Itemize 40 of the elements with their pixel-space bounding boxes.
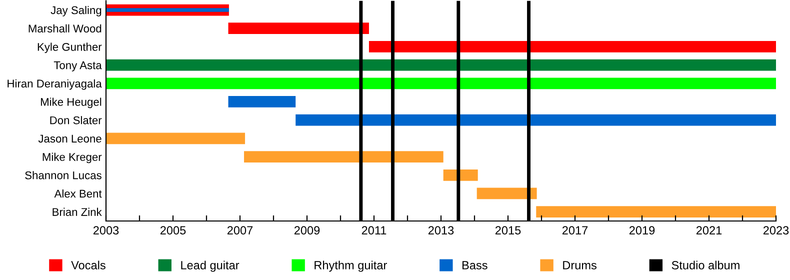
bar <box>106 78 776 90</box>
x-tick-label: 2023 <box>763 226 789 235</box>
y-tick-label: Shannon Lucas <box>25 171 102 180</box>
bar <box>368 41 776 52</box>
y-tick-label: Jay Saling <box>50 6 102 16</box>
y-tick-label: Tony Asta <box>54 61 102 72</box>
bar <box>296 114 776 126</box>
y-tick-label: Jason Leone <box>38 134 102 143</box>
y-tick-label: Mike Kreger <box>42 152 102 164</box>
bar <box>228 22 369 34</box>
legend-label: Vocals <box>71 260 106 270</box>
legend-label: Bass <box>462 261 488 270</box>
y-tick-label: Mike Heugel <box>40 98 102 108</box>
bar <box>536 206 776 218</box>
y-tick-label: Hiran Deraniyagala <box>8 79 102 90</box>
y-tick-label: Alex Bent <box>54 189 102 198</box>
legend-label: Drums <box>563 261 596 270</box>
legend-label: Studio album <box>672 260 740 270</box>
y-tick-label: Brian Zink <box>52 208 102 216</box>
bar <box>443 169 478 181</box>
bar <box>106 132 246 144</box>
x-tick-label: 2011 <box>362 226 386 235</box>
x-tick-label: 2003 <box>93 226 119 235</box>
x-tick-label: 2009 <box>294 226 320 235</box>
y-tick-label: Don Slater <box>50 116 102 124</box>
x-tick-label: 2015 <box>495 226 521 235</box>
legend-label: Rhythm guitar <box>314 260 387 272</box>
bar <box>476 188 537 200</box>
bar <box>228 96 296 108</box>
x-tick-label: 2019 <box>629 226 655 235</box>
y-tick-label: Marshall Wood <box>28 24 102 32</box>
x-tick-label: 2013 <box>428 226 454 235</box>
x-tick-label: 2005 <box>160 226 186 235</box>
bar <box>106 59 776 71</box>
legend-label: Lead guitar <box>181 260 240 272</box>
x-tick-label: 2021 <box>696 226 722 235</box>
bar <box>244 151 444 162</box>
x-tick-label: 2007 <box>227 226 253 235</box>
y-tick-label: Kyle Gunther <box>38 42 102 54</box>
x-tick-label: 2017 <box>562 226 588 235</box>
